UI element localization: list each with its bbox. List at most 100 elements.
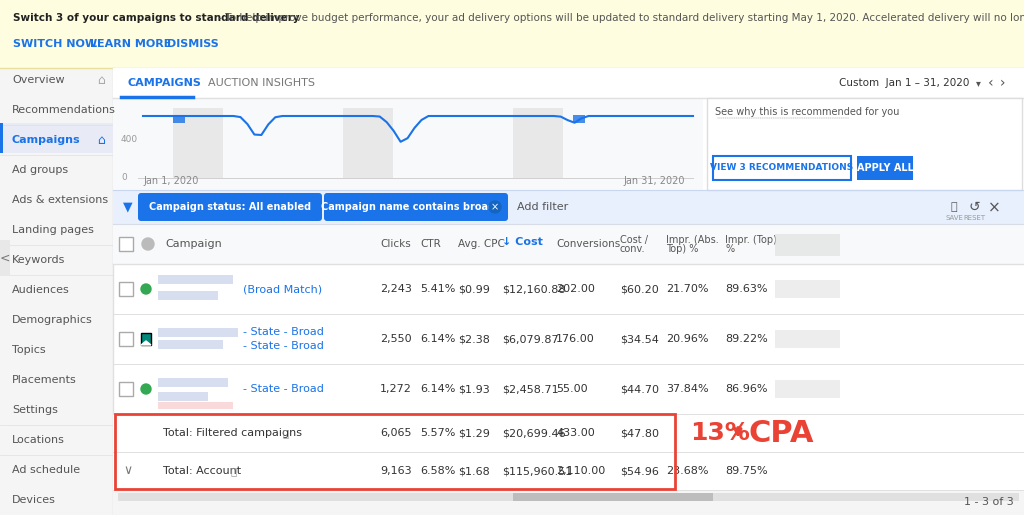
Text: Devices: Devices [12, 495, 56, 505]
Text: 23.68%: 23.68% [666, 466, 709, 476]
FancyBboxPatch shape [713, 156, 851, 180]
Text: SAVE: SAVE [945, 215, 963, 221]
Text: 2,550: 2,550 [380, 334, 412, 344]
FancyBboxPatch shape [343, 108, 393, 178]
Text: 89.75%: 89.75% [725, 466, 768, 476]
Text: Campaign name contains broad: Campaign name contains broad [321, 202, 495, 212]
Text: ‹: ‹ [988, 76, 993, 90]
Text: CTR: CTR [420, 239, 440, 249]
Text: 6,065: 6,065 [380, 428, 412, 438]
FancyBboxPatch shape [324, 193, 508, 221]
Text: ⌂: ⌂ [97, 133, 104, 146]
Text: 37.84%: 37.84% [666, 384, 709, 394]
Text: conv.: conv. [620, 244, 645, 254]
Text: 0: 0 [121, 174, 127, 182]
Text: RESET: RESET [963, 215, 985, 221]
Text: Overview: Overview [12, 75, 65, 85]
Text: 1 - 3 of 3: 1 - 3 of 3 [965, 497, 1014, 507]
Text: 21.70%: 21.70% [666, 284, 709, 294]
Text: $115,960.51: $115,960.51 [502, 466, 572, 476]
Text: CAMPAIGNS: CAMPAIGNS [127, 78, 201, 88]
Text: Locations: Locations [12, 435, 65, 445]
FancyBboxPatch shape [119, 332, 133, 346]
Text: ×: × [987, 200, 1000, 215]
FancyBboxPatch shape [113, 224, 1024, 264]
Text: $20,699.46: $20,699.46 [502, 428, 565, 438]
FancyBboxPatch shape [113, 98, 703, 190]
Circle shape [141, 384, 151, 394]
FancyBboxPatch shape [0, 240, 10, 276]
FancyBboxPatch shape [158, 392, 208, 401]
Text: 20.96%: 20.96% [666, 334, 709, 344]
Text: $1.68: $1.68 [458, 466, 489, 476]
Text: (Broad Match): (Broad Match) [243, 284, 323, 294]
Text: 2,243: 2,243 [380, 284, 412, 294]
Text: Ads & extensions: Ads & extensions [12, 195, 109, 205]
FancyBboxPatch shape [119, 237, 133, 251]
Text: Impr. (Top): Impr. (Top) [725, 235, 777, 245]
Text: %: % [725, 244, 734, 254]
Text: DISMISS: DISMISS [167, 39, 219, 49]
Text: ∨: ∨ [123, 465, 132, 477]
FancyBboxPatch shape [775, 330, 840, 348]
FancyBboxPatch shape [158, 328, 238, 337]
Text: 1,272: 1,272 [380, 384, 412, 394]
Text: $2,458.71: $2,458.71 [502, 384, 559, 394]
Text: ↓ Cost: ↓ Cost [502, 237, 543, 247]
FancyBboxPatch shape [158, 340, 223, 349]
Text: - To help improve budget performance, your ad delivery options will be updated t: - To help improve budget performance, yo… [215, 13, 1024, 23]
Text: $34.54: $34.54 [620, 334, 658, 344]
Text: Total: Account: Total: Account [163, 466, 241, 476]
FancyBboxPatch shape [158, 402, 233, 409]
Text: 176.00: 176.00 [556, 334, 595, 344]
FancyBboxPatch shape [775, 380, 840, 398]
FancyBboxPatch shape [113, 68, 1024, 98]
FancyBboxPatch shape [173, 115, 185, 123]
Text: ⌂: ⌂ [97, 74, 104, 87]
FancyBboxPatch shape [0, 123, 3, 153]
Text: Landing pages: Landing pages [12, 225, 94, 235]
FancyBboxPatch shape [0, 123, 113, 153]
Text: $47.80: $47.80 [620, 428, 659, 438]
Text: Total: Filtered campaigns: Total: Filtered campaigns [163, 428, 302, 438]
Text: Placements: Placements [12, 375, 77, 385]
FancyBboxPatch shape [113, 490, 1024, 515]
FancyBboxPatch shape [113, 414, 1024, 452]
Text: 6.14%: 6.14% [420, 384, 456, 394]
Text: ⓘ: ⓘ [230, 466, 237, 476]
Text: Settings: Settings [12, 405, 58, 415]
Text: Demographics: Demographics [12, 315, 93, 325]
Text: ▾: ▾ [976, 78, 981, 88]
FancyBboxPatch shape [0, 0, 1024, 68]
FancyBboxPatch shape [141, 333, 151, 345]
Text: $2.38: $2.38 [458, 334, 489, 344]
Text: Jan 31, 2020: Jan 31, 2020 [623, 176, 684, 186]
Text: ↺: ↺ [968, 200, 980, 214]
Text: CPA: CPA [748, 419, 813, 448]
Text: Top) %: Top) % [666, 244, 698, 254]
Text: 6.14%: 6.14% [420, 334, 456, 344]
FancyBboxPatch shape [113, 68, 1024, 515]
Text: $54.96: $54.96 [620, 466, 658, 476]
Text: - State - Broad: - State - Broad [243, 327, 324, 337]
Text: ⓘ: ⓘ [283, 428, 289, 438]
FancyBboxPatch shape [775, 280, 840, 298]
FancyBboxPatch shape [158, 291, 218, 300]
Text: SWITCH NOW: SWITCH NOW [13, 39, 97, 49]
Text: Impr. (Abs.: Impr. (Abs. [666, 235, 719, 245]
Circle shape [489, 201, 501, 213]
Text: 13%: 13% [690, 421, 750, 445]
Text: Campaign status: All enabled: Campaign status: All enabled [148, 202, 311, 212]
Text: LEARN MORE: LEARN MORE [90, 39, 171, 49]
Text: $60.20: $60.20 [620, 284, 658, 294]
FancyBboxPatch shape [113, 190, 1024, 224]
FancyBboxPatch shape [857, 156, 913, 180]
Text: Ad schedule: Ad schedule [12, 465, 80, 475]
Text: 55.00: 55.00 [556, 384, 588, 394]
Text: 💾: 💾 [950, 202, 957, 212]
Text: APPLY ALL: APPLY ALL [856, 163, 913, 173]
Text: Campaigns: Campaigns [12, 135, 81, 145]
Text: AUCTION INSIGHTS: AUCTION INSIGHTS [208, 78, 315, 88]
Circle shape [142, 238, 154, 250]
Text: Custom  Jan 1 – 31, 2020: Custom Jan 1 – 31, 2020 [839, 78, 969, 88]
